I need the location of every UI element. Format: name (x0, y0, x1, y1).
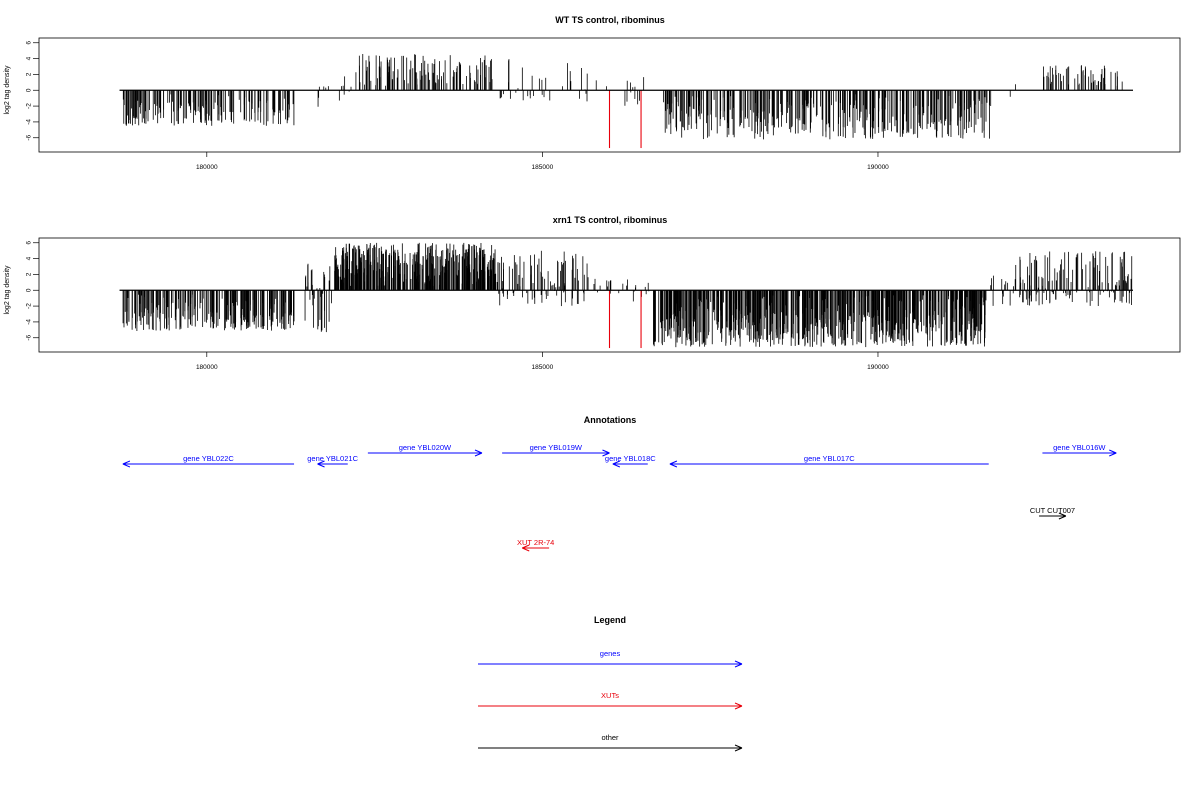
panel-wt-title: WT TS control, ribominus (555, 15, 665, 25)
legend-label: genes (600, 649, 621, 658)
legend-label: other (601, 733, 619, 742)
annotation-label: gene YBL021C (307, 454, 358, 463)
panel-wt-bars (122, 54, 1123, 149)
annotation-arrow (669, 460, 989, 468)
x-tick-label: 190000 (867, 164, 889, 171)
y-tick-label: 4 (26, 56, 33, 60)
legend: Legend genes XUTs other (478, 615, 743, 752)
y-tick-label: -4 (26, 319, 33, 325)
legend-items: genes XUTs other (478, 649, 743, 752)
y-tick-label: 4 (26, 256, 33, 260)
y-tick-label: -6 (26, 334, 33, 340)
annotations-track: Annotations gene YBL022C gene YBL021Cgene… (122, 415, 1117, 552)
panel-xrn1-title: xrn1 TS control, ribominus (553, 215, 668, 225)
annotation-arrow (612, 460, 648, 468)
panel-xrn1-axes: -6 -4 -2 0 2 4 6 180000 185000 190000 (26, 241, 1134, 371)
x-tick-label: 180000 (196, 164, 218, 171)
panel-xrn1: xrn1 TS control, ribominus log2 tag dens… (4, 215, 1181, 371)
x-tick-label: 185000 (532, 364, 554, 371)
annotation-arrow (367, 449, 483, 457)
y-tick-label: -2 (26, 303, 33, 309)
annotation-arrow (122, 460, 295, 468)
annotation-label: gene YBL019W (530, 443, 583, 452)
annotation-label: gene YBL017C (804, 454, 855, 463)
x-tick-label: 180000 (196, 364, 218, 371)
annotation-label: XUT 2R-74 (517, 538, 554, 547)
annotation-label: CUT CUT007 (1030, 506, 1075, 515)
annotation-arrow (1042, 449, 1117, 457)
annotation-label: gene YBL020W (399, 443, 452, 452)
annotation-arrow (522, 544, 550, 552)
annotation-label: gene YBL016W (1053, 443, 1106, 452)
annotation-arrow (502, 449, 610, 457)
y-tick-label: 0 (26, 288, 33, 292)
x-tick-label: 190000 (867, 364, 889, 371)
panel-wt: WT TS control, ribominus log2 tag densit… (4, 15, 1181, 171)
legend-label: XUTs (601, 691, 619, 700)
y-tick-label: 0 (26, 88, 33, 92)
annotation-arrow (1039, 512, 1067, 520)
annotation-arrow (317, 460, 348, 468)
panel-xrn1-ylabel: log2 tag density (4, 265, 11, 315)
x-tick-label: 185000 (532, 164, 554, 171)
legend-arrow (478, 744, 743, 752)
panel-wt-frame (38, 37, 1181, 153)
y-tick-label: 6 (26, 241, 33, 245)
annotations-title: Annotations (584, 415, 637, 425)
annotation-label: gene YBL022C (183, 454, 234, 463)
panel-wt-axes: -6 -4 -2 0 2 4 6 180000 185000 190000 (26, 41, 1134, 171)
panel-wt-ylabel: log2 tag density (4, 65, 11, 115)
y-tick-label: 2 (26, 272, 33, 276)
y-tick-label: 6 (26, 41, 33, 45)
y-tick-label: -4 (26, 119, 33, 125)
y-tick-label: 2 (26, 72, 33, 76)
y-tick-label: -2 (26, 103, 33, 109)
panel-xrn1-frame (38, 237, 1181, 353)
legend-title: Legend (594, 615, 626, 625)
y-tick-label: -6 (26, 134, 33, 140)
panel-xrn1-bars (122, 242, 1133, 349)
legend-arrow (478, 660, 743, 668)
annotations-items: gene YBL022C gene YBL021C gene YBL020W gene… (122, 443, 1117, 552)
legend-arrow (478, 702, 743, 710)
annotation-label: gene YBL018C (605, 454, 656, 463)
